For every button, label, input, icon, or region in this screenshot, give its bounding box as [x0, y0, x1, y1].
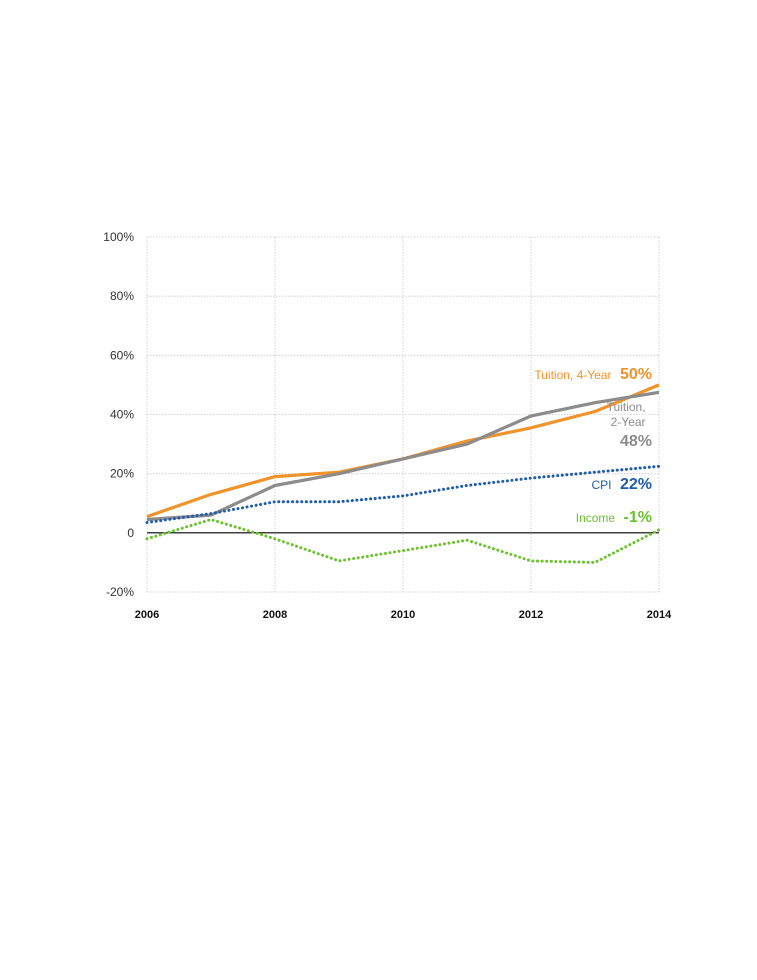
- series-value: 22%: [620, 476, 652, 493]
- series-name-line-1: Tuition,: [607, 400, 646, 414]
- series-label-income: Income -1%: [576, 509, 652, 526]
- series-value: 48%: [620, 433, 652, 450]
- series-name: Tuition, 4-Year: [534, 368, 611, 382]
- x-tick-label: 2006: [135, 609, 159, 621]
- series-label-cpi: CPI 22%: [592, 476, 653, 493]
- x-tick-label: 2010: [391, 609, 415, 621]
- y-tick-label: -20%: [106, 585, 134, 599]
- x-tick-label: 2014: [647, 609, 672, 621]
- y-tick-label: 40%: [110, 408, 134, 422]
- y-tick-label: 20%: [110, 467, 134, 481]
- series-value: -1%: [624, 509, 652, 526]
- x-axis: 2006 2008 2010 2012 2014: [135, 609, 672, 621]
- x-tick-label: 2012: [519, 609, 543, 621]
- series-label-tuition-2-year: Tuition, 2-Year 48%: [607, 398, 652, 450]
- y-axis: 100% 80% 60% 40% 20% 0 -20%: [103, 230, 134, 599]
- series-name-line-2: 2-Year: [611, 415, 646, 429]
- series-lines: [145, 383, 661, 564]
- y-tick-label: 80%: [110, 289, 134, 303]
- series-line-income: [145, 518, 661, 564]
- series-line-cpi: [145, 464, 661, 524]
- series-name: CPI: [592, 478, 612, 492]
- y-tick-label: 100%: [103, 230, 134, 244]
- x-tick-label: 2008: [263, 609, 287, 621]
- series-label-tuition-4-year: Tuition, 4-Year 50%: [534, 366, 652, 383]
- series-line-tuition-2yr: [146, 390, 660, 522]
- y-tick-label: 0: [127, 526, 134, 540]
- y-tick-label: 60%: [110, 348, 134, 362]
- grid: [146, 236, 660, 593]
- series-value: 50%: [620, 366, 652, 383]
- series-name: Income: [576, 511, 616, 525]
